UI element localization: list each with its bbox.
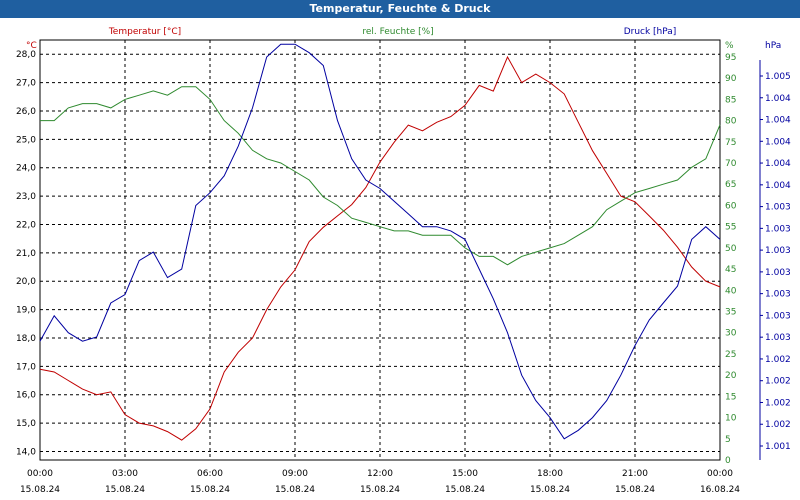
right-tick-label: 1.004 xyxy=(765,94,791,104)
chart-title: Temperatur, Feuchte & Druck xyxy=(0,0,800,18)
right-tick-label: 1.002 xyxy=(765,398,791,408)
x-tick-date: 15.08.24 xyxy=(445,485,485,495)
left-tick-label: 20,0 xyxy=(16,277,36,287)
middle-tick-label: 25 xyxy=(725,350,736,360)
x-tick-time: 12:00 xyxy=(367,469,393,479)
middle-tick-label: 55 xyxy=(725,223,736,233)
series-layer xyxy=(39,43,721,441)
right-tick-label: 1.002 xyxy=(765,377,791,387)
right-tick-label: 1.003 xyxy=(765,246,791,256)
x-tick-date: 15.08.24 xyxy=(20,485,60,495)
middle-tick-label: 75 xyxy=(725,138,736,148)
grid xyxy=(40,40,720,460)
right-tick-label: 1.004 xyxy=(765,181,791,191)
middle-tick-label: 95 xyxy=(725,53,736,63)
right-tick-label: 1.004 xyxy=(765,116,791,126)
series-line-3 xyxy=(39,43,721,440)
middle-tick-label: 35 xyxy=(725,308,736,318)
left-tick-label: 17,0 xyxy=(16,362,36,372)
right-tick-label: 1.003 xyxy=(765,290,791,300)
humidity-legend: rel. Feuchte [%] xyxy=(362,27,433,37)
right-tick-label: 1.004 xyxy=(765,159,791,169)
x-tick-date: 15.08.24 xyxy=(360,485,400,495)
right-tick-label: 1.003 xyxy=(765,333,791,343)
left-tick-label: 23,0 xyxy=(16,192,36,202)
right-tick-label: 1.003 xyxy=(765,311,791,321)
left-tick-label: 16,0 xyxy=(16,391,36,401)
left-tick-label: 25,0 xyxy=(16,135,36,145)
middle-tick-label: 60 xyxy=(725,201,737,211)
right-tick-label: 1.002 xyxy=(765,420,791,430)
x-tick-time: 09:00 xyxy=(282,469,308,479)
middle-axis-unit: % xyxy=(725,41,734,51)
pressure-legend: Druck [hPa] xyxy=(624,27,677,37)
right-tick-label: 1.003 xyxy=(765,224,791,234)
right-tick-label: 1.001 xyxy=(765,442,791,452)
middle-tick-label: 45 xyxy=(725,265,736,275)
right-tick-label: 1.004 xyxy=(765,137,791,147)
left-axis-unit: °C xyxy=(26,41,37,51)
right-tick-label: 1.003 xyxy=(765,268,791,278)
x-tick-time: 21:00 xyxy=(622,469,648,479)
x-tick-time: 18:00 xyxy=(537,469,563,479)
x-tick-time: 06:00 xyxy=(197,469,223,479)
left-tick-label: 19,0 xyxy=(16,306,36,316)
middle-tick-label: 70 xyxy=(725,159,737,169)
x-tick-date: 15.08.24 xyxy=(530,485,570,495)
x-tick-date: 15.08.24 xyxy=(275,485,315,495)
right-axis-unit: hPa xyxy=(765,41,781,51)
middle-tick-label: 5 xyxy=(725,435,731,445)
x-tick-date: 15.08.24 xyxy=(190,485,230,495)
middle-tick-label: 15 xyxy=(725,392,736,402)
middle-tick-label: 85 xyxy=(725,95,736,105)
left-tick-label: 14,0 xyxy=(16,447,36,457)
left-tick-label: 21,0 xyxy=(16,249,36,259)
left-tick-label: 27,0 xyxy=(16,79,36,89)
right-tick-label: 1.002 xyxy=(765,355,791,365)
left-tick-label: 22,0 xyxy=(16,220,36,230)
middle-tick-label: 10 xyxy=(725,414,737,424)
x-tick-date: 15.08.24 xyxy=(615,485,655,495)
middle-tick-label: 80 xyxy=(725,117,737,127)
x-tick-time: 15:00 xyxy=(452,469,478,479)
x-tick-time: 03:00 xyxy=(112,469,138,479)
series-line-1 xyxy=(39,55,721,441)
x-tick-time: 00:00 xyxy=(27,469,53,479)
middle-tick-label: 90 xyxy=(725,74,737,84)
middle-tick-label: 0 xyxy=(725,456,731,466)
right-tick-label: 1.005 xyxy=(765,72,791,82)
x-tick-date: 15.08.24 xyxy=(105,485,145,495)
middle-tick-label: 65 xyxy=(725,180,736,190)
left-tick-label: 18,0 xyxy=(16,334,36,344)
middle-tick-label: 30 xyxy=(725,329,737,339)
axis-labels: 00:00 15.08.24 03:00 15.08.24 06:00 15.08.24 0… xyxy=(16,50,791,495)
x-tick-date: 16.08.24 xyxy=(700,485,740,495)
series-line-2 xyxy=(40,86,721,266)
left-tick-label: 24,0 xyxy=(16,164,36,174)
middle-tick-label: 40 xyxy=(725,286,737,296)
x-tick-time: 00:00 xyxy=(707,469,733,479)
left-tick-label: 28,0 xyxy=(16,50,36,60)
middle-tick-label: 20 xyxy=(725,371,737,381)
left-tick-label: 15,0 xyxy=(16,419,36,429)
temperature-legend: Temperatur [°C] xyxy=(108,27,181,37)
middle-tick-label: 50 xyxy=(725,244,737,254)
left-tick-label: 26,0 xyxy=(16,107,36,117)
right-tick-label: 1.003 xyxy=(765,203,791,213)
